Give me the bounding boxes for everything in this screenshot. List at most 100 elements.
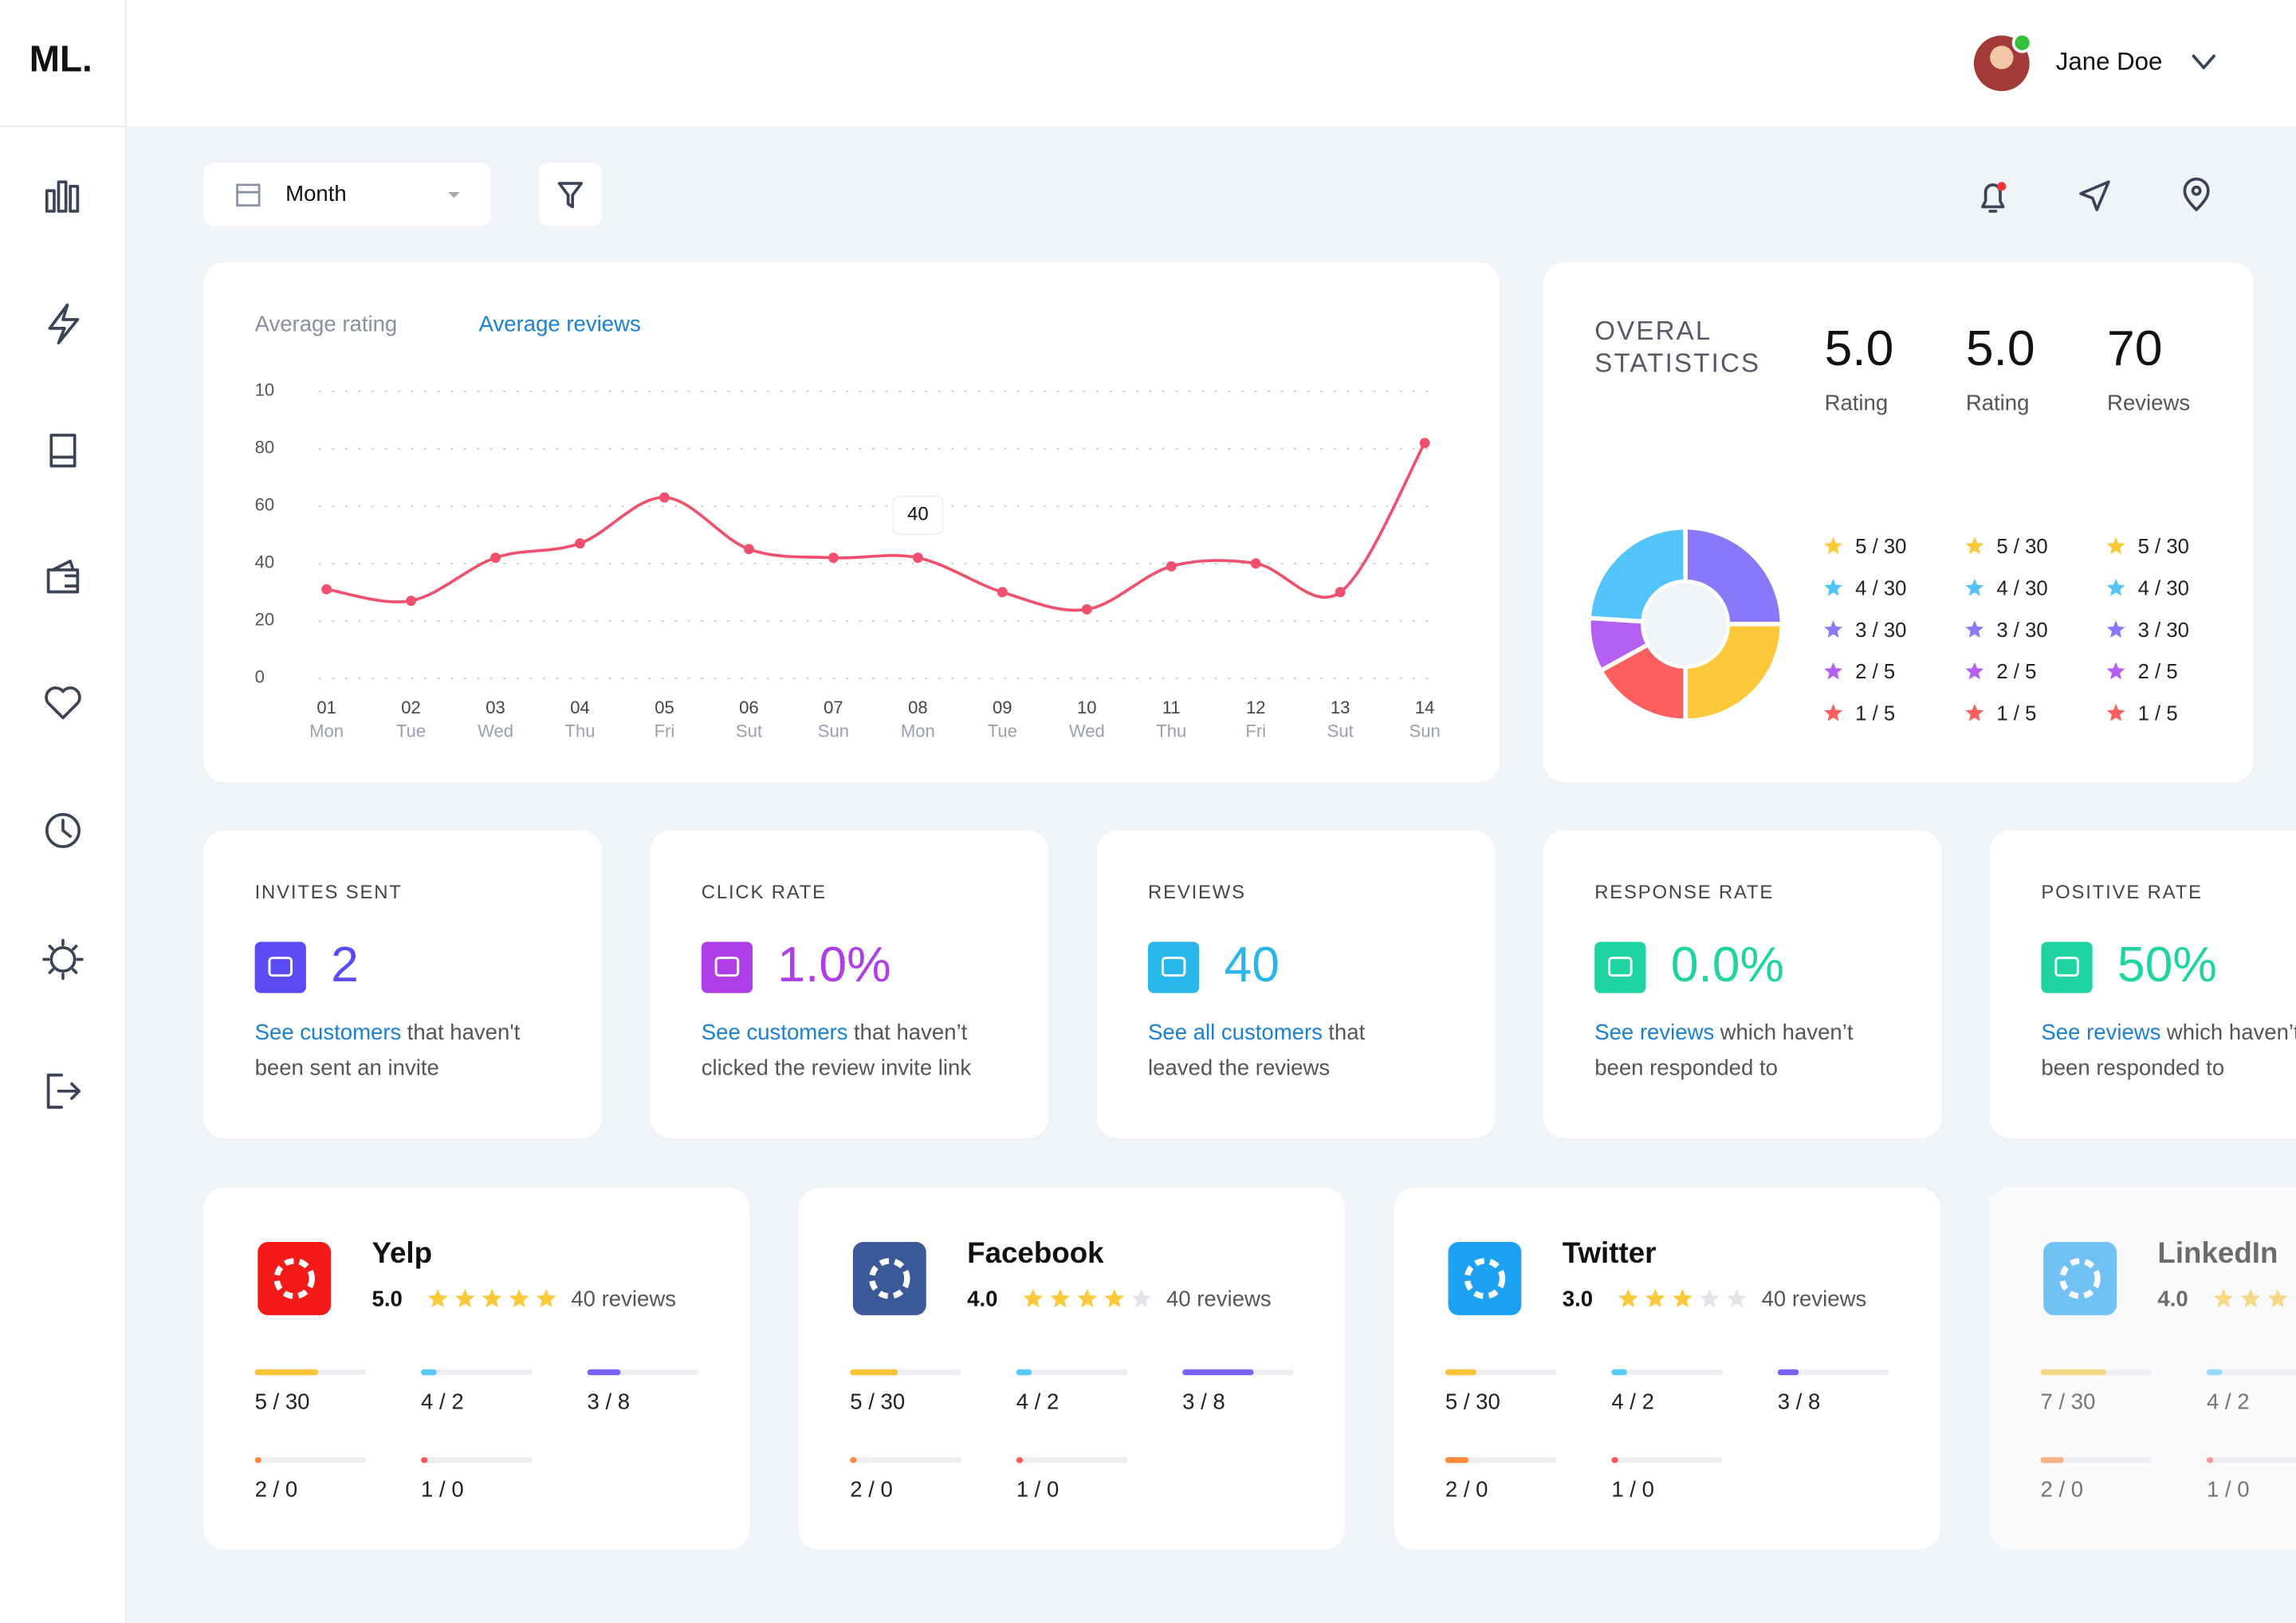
bar-track [2206, 1457, 2296, 1464]
legend-star [1965, 620, 1984, 638]
bar-fill [421, 1369, 437, 1376]
kpi-desc-text: that [1328, 1020, 1365, 1044]
nav-settings[interactable] [42, 938, 84, 980]
nav-book[interactable] [49, 434, 77, 468]
bar-label: 1 / 0 [1016, 1477, 1060, 1502]
period-label: Month [285, 181, 347, 206]
x-tick-sublabel: Sut [1327, 721, 1354, 741]
nav-history[interactable] [45, 812, 81, 848]
kpi-link[interactable]: See reviews [1594, 1020, 1714, 1044]
legend-star [1824, 620, 1842, 638]
tooltip [892, 495, 944, 536]
rating-star [1131, 1288, 1152, 1308]
nav-wallet[interactable] [46, 560, 80, 594]
kpi-icon [2041, 941, 2093, 993]
kpi-desc: been responded to [1594, 1055, 1778, 1080]
bar-fill [850, 1369, 898, 1376]
legend-star [2106, 578, 2125, 596]
platform-reviews: 40 reviews [1762, 1287, 1867, 1311]
y-tick-label: 60 [255, 495, 275, 515]
donut-segment [1586, 525, 1688, 624]
legend-star [1965, 536, 1984, 555]
kpi-card [1096, 830, 1496, 1138]
bar-fill [850, 1457, 857, 1464]
notifications[interactable] [1981, 182, 2007, 213]
legend-label: 4 / 30 [1855, 578, 1906, 600]
kpi-icon-glyph [1161, 957, 1186, 977]
kpi-desc: See reviews which haven’t [2041, 1020, 2296, 1044]
bar-fill [1016, 1457, 1024, 1464]
kpi-link[interactable]: See customers [702, 1020, 848, 1044]
platform-card: Facebook 4.0 40 reviews 5 / 30 4 / 2 3 / 8 2 /… [798, 1188, 1346, 1550]
chart-card [203, 262, 1500, 783]
platform-logo [2043, 1242, 2117, 1315]
donut-segment [1598, 641, 1688, 723]
bar-fill [1611, 1369, 1627, 1376]
legend-star [2106, 662, 2125, 680]
chevron [2192, 54, 2215, 69]
bar-track [1016, 1457, 1128, 1464]
select-box [203, 163, 491, 226]
kpi-icon-glyph [1608, 957, 1633, 977]
x-tick-label: 02 [401, 698, 421, 717]
chart-tab[interactable]: Average reviews [479, 311, 641, 336]
period-select[interactable]: Month [203, 163, 491, 226]
kpi-icon [1148, 941, 1200, 993]
bar-fill [2206, 1369, 2223, 1376]
point [1250, 558, 1261, 569]
legend-label: 1 / 5 [1996, 703, 2036, 725]
sidebar-icons [42, 180, 84, 1109]
x-tick-label: 04 [570, 698, 590, 717]
bar-fill [421, 1457, 428, 1464]
x-tick-label: 08 [908, 698, 928, 717]
rating-star [482, 1288, 502, 1308]
rating-star [454, 1288, 475, 1308]
legend-label: 4 / 30 [2138, 578, 2189, 600]
rating-star [1645, 1288, 1665, 1308]
bar-label: 4 / 2 [421, 1389, 464, 1413]
x-tick-label: 10 [1077, 698, 1097, 717]
platform-logo-glyph [869, 1258, 910, 1299]
point [828, 552, 839, 564]
location[interactable] [2183, 177, 2210, 211]
nav-chart[interactable] [45, 180, 80, 213]
user-menu[interactable]: Jane Doe [1973, 32, 2215, 92]
tooltip-label: 40 [907, 504, 929, 525]
kpi-desc: clicked the review invite link [702, 1055, 972, 1080]
logo[interactable]: ML. [29, 38, 92, 80]
send[interactable] [2079, 180, 2110, 211]
kpi-icon-glyph [714, 957, 740, 977]
kpi-desc-text: which haven’t [1720, 1020, 1854, 1044]
kpi-card [1990, 830, 2296, 1138]
kpi-desc: See customers that haven’t [702, 1020, 968, 1044]
bar-fill [1182, 1369, 1254, 1376]
point [1166, 561, 1177, 572]
bar-label: 2 / 0 [850, 1477, 893, 1502]
kpi-card [650, 830, 1049, 1138]
nav-heart[interactable] [45, 686, 81, 720]
kpi-link[interactable]: See all customers [1148, 1020, 1323, 1044]
rating-star [1050, 1288, 1071, 1308]
bar-track [850, 1457, 961, 1464]
kpi-value: 40 [1225, 937, 1280, 992]
nav-logout[interactable] [46, 1073, 81, 1109]
kpi-link[interactable]: See customers [255, 1020, 402, 1044]
kpi-link[interactable]: See reviews [2041, 1020, 2160, 1044]
filter-button[interactable] [538, 163, 602, 226]
rating-star [1023, 1288, 1044, 1308]
platform-reviews: 40 reviews [571, 1287, 676, 1311]
legend-label: 3 / 30 [1996, 619, 2047, 642]
kpi-desc: See all customers that [1148, 1020, 1366, 1044]
nav-activity[interactable] [48, 303, 80, 345]
x-tick-label: 13 [1331, 698, 1350, 717]
bar-track [1445, 1457, 1557, 1464]
x-tick-sublabel: Mon [901, 721, 935, 741]
chart-tab[interactable]: Average rating [255, 311, 398, 336]
sidebar [0, 0, 126, 1623]
bar-label: 5 / 30 [850, 1389, 905, 1413]
stat-value: 70 [2107, 320, 2162, 376]
kpi-title: CLICK RATE [702, 882, 827, 903]
stats-title: STATISTICS [1594, 349, 1760, 379]
